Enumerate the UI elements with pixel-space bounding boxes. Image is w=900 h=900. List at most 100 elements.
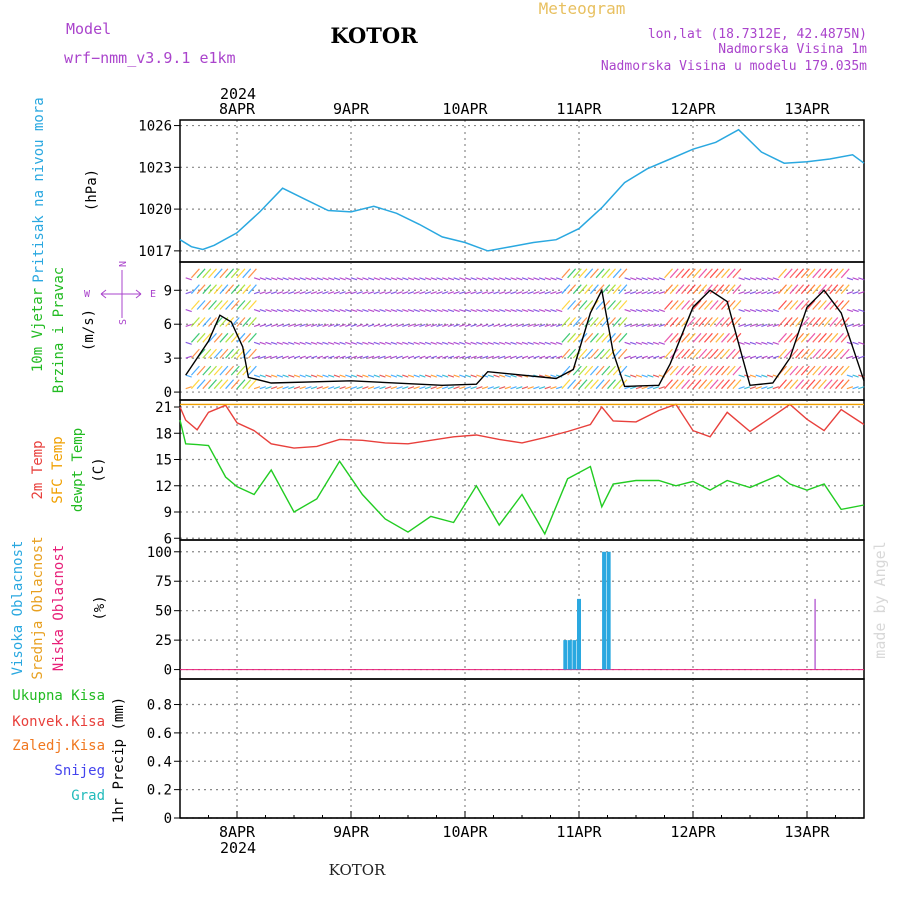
wind-barb xyxy=(698,379,708,390)
wind-barb xyxy=(219,268,229,279)
wind-barb xyxy=(709,365,719,376)
wind-barb xyxy=(271,323,278,328)
wind-barb xyxy=(442,291,449,295)
wind-barb xyxy=(715,365,725,376)
wind-barb xyxy=(698,284,708,295)
wind-barb xyxy=(196,365,206,376)
wind-barb xyxy=(732,379,742,390)
wind-barb xyxy=(396,308,403,313)
wind-barb xyxy=(795,348,805,359)
wind-barb xyxy=(647,386,654,390)
top-day-label: 12APR xyxy=(670,100,716,118)
wind-barb xyxy=(812,268,822,279)
wind-barb xyxy=(385,277,392,281)
wind-barb xyxy=(840,268,850,279)
wind-barb xyxy=(641,277,648,281)
wind-barb xyxy=(299,277,306,281)
wind-barb xyxy=(703,332,713,343)
wind-barb xyxy=(487,374,494,378)
temp-series-dewpt xyxy=(179,419,865,536)
top-year: 2024 xyxy=(220,85,256,103)
wind-barb xyxy=(516,323,523,328)
wind-barb xyxy=(253,386,261,390)
wind-barb xyxy=(310,341,318,345)
wind-barb xyxy=(259,341,266,345)
y-tick-label: 0.2 xyxy=(147,783,172,799)
wind-barb xyxy=(516,277,523,281)
wind-barb xyxy=(544,277,551,281)
wind-barb xyxy=(464,341,472,345)
wind-barb xyxy=(208,348,217,359)
wind-barb xyxy=(669,284,679,295)
wind-barb xyxy=(265,291,272,295)
wind-barb xyxy=(858,355,865,359)
wind-barb xyxy=(664,317,673,327)
wind-barb xyxy=(783,365,793,376)
wind-barb xyxy=(447,277,455,281)
wind-barb xyxy=(464,308,472,313)
wind-barb xyxy=(219,348,229,359)
wind-barb xyxy=(288,386,295,390)
wind-barb xyxy=(476,386,483,390)
wind-barb xyxy=(755,355,762,359)
wind-barb xyxy=(795,379,805,390)
wind-barb xyxy=(858,323,865,328)
wind-barb xyxy=(630,374,637,378)
wind-barb xyxy=(442,355,449,359)
wind-barb xyxy=(578,348,588,359)
wind-barb xyxy=(800,348,810,359)
wind-barb xyxy=(265,355,272,359)
wind-barb xyxy=(402,291,409,295)
wind-barb xyxy=(362,291,369,295)
wind-barb xyxy=(669,268,679,279)
panel-pressure: 1017 1020 1023 1026 xyxy=(138,119,865,263)
wind-barb xyxy=(385,291,392,295)
wind-barb xyxy=(356,386,363,390)
wind-barb xyxy=(738,374,745,378)
wind-barb xyxy=(601,332,611,343)
wind-barb xyxy=(681,348,691,359)
y-tick-label: 25 xyxy=(155,633,172,649)
wind-barb xyxy=(544,308,551,313)
wind-barb xyxy=(852,308,859,313)
wind-barb xyxy=(595,348,605,359)
wind-barb xyxy=(253,355,261,359)
wind-barb xyxy=(230,268,240,279)
wind-barb xyxy=(333,355,341,359)
bottom-day-label: 12APR xyxy=(670,823,716,841)
wind-barb xyxy=(744,341,751,345)
wind-barb xyxy=(817,284,827,295)
wind-barb xyxy=(527,386,534,390)
wind-barb xyxy=(789,379,799,390)
wind-barb xyxy=(213,268,223,279)
wind-barb xyxy=(521,277,529,281)
wind-barb xyxy=(190,348,200,359)
wind-barb xyxy=(339,355,346,359)
wind-barb xyxy=(618,300,628,310)
wind-barb xyxy=(556,341,563,345)
wind-barb xyxy=(732,284,742,295)
wind-barb xyxy=(481,277,489,281)
bottom-year: 2024 xyxy=(220,839,256,857)
wind-barb xyxy=(584,284,594,295)
wind-barb xyxy=(424,386,432,390)
pressure-units: (hPa) xyxy=(84,169,100,211)
wind-barb xyxy=(749,374,757,378)
wind-barb xyxy=(247,348,257,359)
wind-barb xyxy=(795,268,805,279)
wind-barb xyxy=(846,374,854,378)
wind-barb xyxy=(692,284,702,295)
wind-barb xyxy=(419,308,426,313)
wind-barb xyxy=(658,341,665,345)
wind-barb xyxy=(817,300,827,310)
wind-barb xyxy=(328,323,335,328)
wind-barb xyxy=(783,379,793,390)
wind-barb xyxy=(367,308,375,313)
wind-barb xyxy=(190,268,200,279)
wind-barb xyxy=(635,386,643,390)
y-tick-label: 18 xyxy=(155,426,172,442)
wind-barb xyxy=(589,284,599,295)
wind-barb xyxy=(561,365,571,376)
wind-barb xyxy=(618,268,628,279)
y-tick-label: 15 xyxy=(155,453,172,469)
